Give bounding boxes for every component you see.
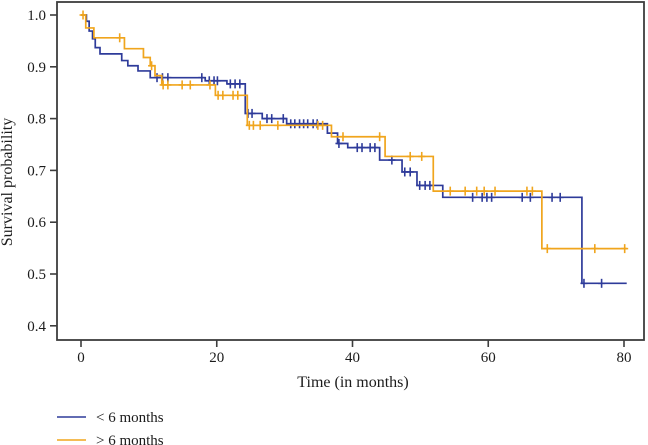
y-tick-label: 0.7 — [27, 163, 46, 179]
y-tick-label: 0.9 — [27, 60, 46, 76]
y-tick-label: 0.5 — [27, 267, 46, 283]
x-tick-label: 60 — [481, 350, 496, 366]
y-tick-label: 0.6 — [27, 215, 46, 231]
plot-area: 1.0 0.9 0.8 0.7 0.6 0.5 0.4 0 20 40 60 80 — [27, 1, 645, 366]
legend-label-0: < 6 months — [96, 410, 164, 426]
censor-marks-0 — [153, 73, 606, 288]
x-tick-label: 0 — [77, 350, 85, 366]
y-axis-title: Survival probability — [0, 118, 16, 246]
x-axis-ticks: 0 20 40 60 80 — [77, 340, 632, 366]
x-tick-label: 20 — [209, 350, 224, 366]
x-tick-label: 40 — [345, 350, 360, 366]
legend-label-1: > 6 months — [96, 433, 164, 445]
y-axis-ticks: 1.0 0.9 0.8 0.7 0.6 0.5 0.4 — [27, 8, 57, 335]
survival-curve-1 — [81, 14, 627, 250]
legend: < 6 months > 6 months — [57, 410, 164, 445]
x-tick-label: 80 — [617, 350, 632, 366]
survival-curve-0 — [81, 14, 627, 285]
y-tick-label: 0.4 — [27, 319, 46, 335]
censor-marks-1 — [79, 10, 629, 254]
y-tick-label: 1.0 — [27, 8, 46, 24]
x-axis-title: Time (in months) — [297, 374, 408, 391]
y-tick-label: 0.8 — [27, 112, 46, 128]
plot-border — [56, 1, 645, 341]
